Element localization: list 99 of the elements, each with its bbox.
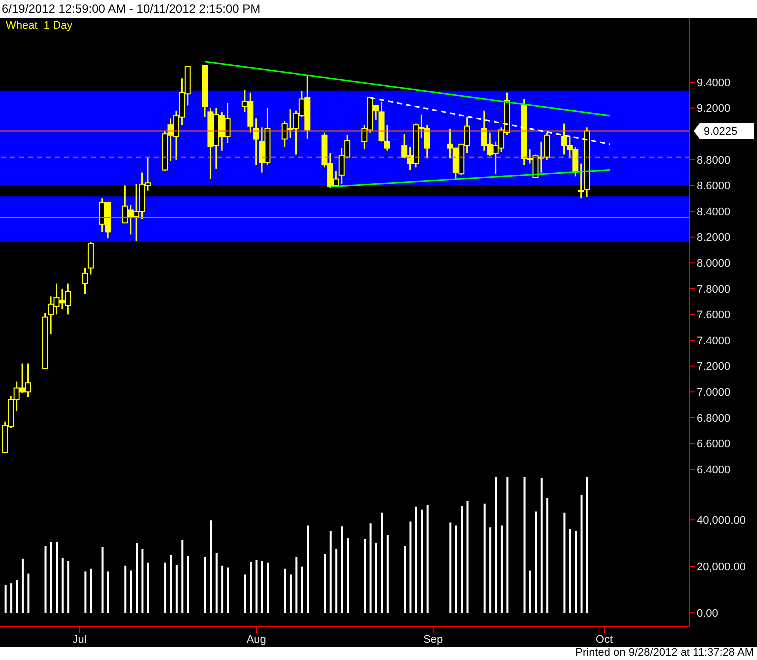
y-tick-label: 7.2000 — [697, 361, 731, 374]
y-tick-label: 8.8000 — [697, 154, 731, 167]
bar — [569, 529, 572, 614]
y-tick-label: 0.00 — [697, 608, 718, 620]
bar — [216, 553, 218, 614]
x-tick-label: Oct — [596, 634, 614, 646]
bar — [410, 522, 412, 614]
bar — [182, 540, 184, 614]
bar — [261, 561, 264, 614]
bar — [386, 535, 389, 614]
y-tick-label: 6.4000 — [697, 464, 731, 476]
bar — [56, 542, 58, 614]
bar — [267, 562, 270, 614]
bar — [44, 546, 47, 614]
bar — [187, 556, 190, 614]
bar — [490, 528, 492, 614]
bar — [84, 572, 87, 614]
text: Printed on 9/28/2012 at 11:37:28 AM — [576, 647, 755, 659]
bar — [296, 557, 298, 614]
bar — [450, 522, 452, 614]
bar — [426, 505, 429, 614]
y-tick-label: 6.8000 — [697, 412, 731, 425]
y-tick-label: 8.2000 — [697, 232, 731, 244]
bar — [142, 549, 144, 614]
bar — [28, 574, 30, 614]
y-tick-label: 9.4000 — [697, 77, 731, 90]
bar — [130, 570, 132, 614]
bar — [301, 566, 304, 614]
bar — [421, 510, 424, 614]
bar — [404, 546, 406, 614]
bar — [4, 585, 7, 614]
bar — [62, 558, 64, 614]
y-tick-label: 7.6000 — [697, 310, 731, 322]
bar — [107, 572, 110, 614]
bar — [147, 562, 150, 614]
bar — [586, 477, 589, 614]
y-tick-label: 7.8000 — [697, 284, 731, 296]
bar — [124, 566, 127, 614]
bar — [90, 568, 92, 614]
y-tick-label: 8.6000 — [697, 180, 731, 193]
bar — [506, 477, 509, 614]
bar — [290, 574, 292, 614]
bar — [256, 560, 258, 614]
bar — [381, 512, 384, 614]
bar — [22, 558, 24, 614]
bar — [16, 580, 18, 614]
bar — [484, 504, 486, 614]
bar — [535, 512, 538, 614]
bar — [244, 574, 246, 614]
bar — [500, 526, 503, 614]
bar — [341, 526, 344, 614]
bar — [461, 506, 464, 614]
bar — [495, 477, 498, 614]
bar — [347, 538, 349, 614]
bar — [324, 554, 326, 614]
bar — [540, 478, 543, 614]
bar — [102, 547, 104, 614]
bar — [580, 495, 583, 614]
bar — [204, 557, 206, 614]
bar — [546, 498, 549, 614]
bar — [136, 543, 138, 614]
bar — [250, 562, 252, 614]
bar — [307, 526, 310, 614]
bar — [564, 512, 566, 614]
bar — [466, 501, 469, 614]
x-tick-label: Aug — [246, 634, 266, 646]
bar — [529, 570, 532, 614]
bar — [10, 584, 13, 614]
bar — [284, 568, 286, 614]
bar — [176, 564, 178, 614]
bar — [376, 543, 378, 614]
y-tick-label: 20,000.00 — [697, 562, 746, 574]
bar — [210, 520, 212, 614]
bar — [455, 526, 458, 614]
chart-title: 6/19/2012 12:59:00 AM - 10/11/2012 2:15:00 PM — [0, 0, 757, 18]
text: Wheat 1 Day — [6, 20, 73, 32]
bar — [575, 532, 578, 614]
y-tick-label: 8.0000 — [697, 258, 731, 270]
ref-line-label: 9.0225 — [704, 126, 738, 138]
bar — [222, 566, 224, 614]
y-tick-label: 9.2000 — [697, 103, 731, 116]
bar — [364, 539, 366, 614]
bar — [370, 524, 372, 614]
y-tick-label: 40,000.00 — [697, 515, 746, 528]
bar — [336, 549, 338, 614]
x-tick-label: Sep — [424, 634, 444, 646]
bar — [227, 568, 230, 614]
y-tick-label: 8.4000 — [697, 206, 731, 218]
bar — [170, 554, 172, 614]
y-tick-label: 7.0000 — [697, 387, 731, 400]
bar — [164, 562, 167, 614]
bar — [330, 532, 332, 614]
x-tick-label: Jul — [72, 634, 87, 646]
bar — [68, 561, 70, 614]
bar — [524, 477, 526, 614]
bar — [50, 542, 52, 614]
y-tick-label: 7.4000 — [697, 335, 731, 348]
bar — [415, 506, 418, 614]
y-tick-label: 6.6000 — [697, 438, 731, 451]
